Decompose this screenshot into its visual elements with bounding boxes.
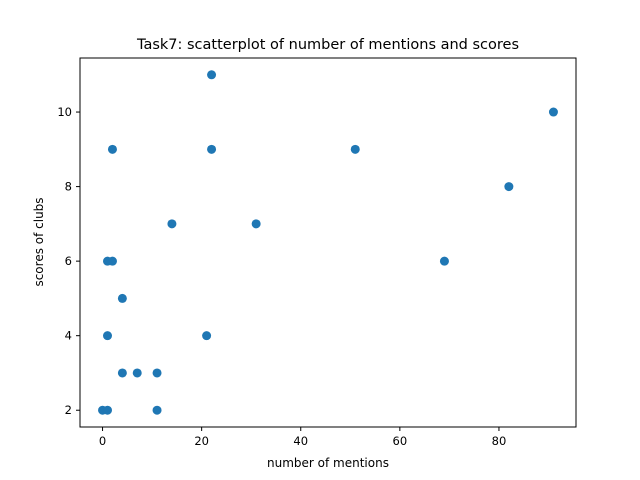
y-tick-label: 6 (65, 254, 72, 268)
points-layer (98, 70, 558, 415)
data-point (202, 331, 212, 341)
data-point (207, 144, 217, 154)
y-tick-label: 2 (65, 403, 72, 417)
data-point (132, 368, 142, 378)
data-point (207, 70, 217, 80)
y-tick-label: 10 (57, 105, 72, 119)
data-point (103, 331, 112, 341)
x-tick-label: 0 (99, 434, 106, 448)
x-axis-ticks: 0 20 40 60 80 (99, 427, 506, 448)
data-point (350, 144, 360, 154)
y-tick-label: 8 (65, 180, 72, 194)
data-point (117, 293, 127, 303)
data-point (152, 405, 162, 415)
data-point (251, 219, 261, 229)
x-tick-label: 20 (194, 434, 209, 448)
data-point (548, 107, 558, 117)
data-point (103, 405, 112, 415)
data-point (117, 368, 127, 378)
data-point (107, 256, 117, 266)
y-axis-ticks: 2 4 6 8 10 (57, 105, 80, 417)
data-point (167, 219, 177, 229)
plot-frame (79, 57, 577, 428)
data-point (504, 182, 514, 192)
x-tick-label: 60 (393, 434, 408, 448)
x-tick-label: 80 (492, 434, 507, 448)
y-axis-label: scores of clubs (32, 197, 46, 286)
data-point (152, 368, 162, 378)
chart-title: Task7: scatterplot of number of mentions… (136, 37, 519, 53)
x-axis-label: number of mentions (267, 456, 389, 470)
x-tick-label: 40 (293, 434, 308, 448)
y-tick-label: 4 (65, 329, 72, 343)
data-point (439, 256, 449, 266)
data-point (107, 144, 117, 154)
